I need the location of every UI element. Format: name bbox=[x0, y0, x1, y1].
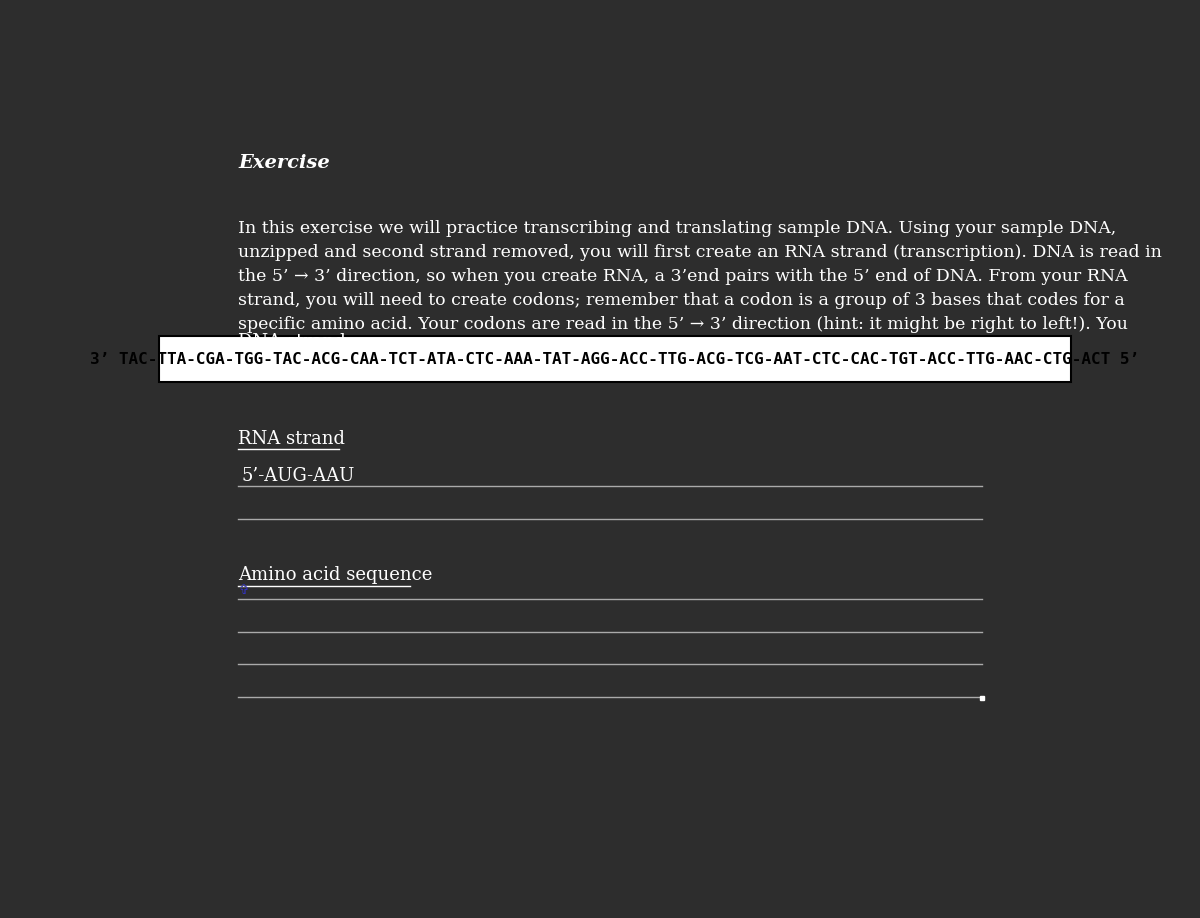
Text: Amino acid sequence: Amino acid sequence bbox=[239, 566, 433, 584]
Text: 3’ TAC-TTA-CGA-TGG-TAC-ACG-CAA-TCT-ATA-CTC-AAA-TAT-AGG-ACC-TTG-ACG-TCG-AAT-CTC-C: 3’ TAC-TTA-CGA-TGG-TAC-ACG-CAA-TCT-ATA-C… bbox=[90, 352, 1140, 367]
Text: DNA strand: DNA strand bbox=[239, 333, 347, 351]
Text: In this exercise we will practice transcribing and translating sample DNA. Using: In this exercise we will practice transc… bbox=[239, 219, 1163, 357]
Text: ✞: ✞ bbox=[239, 584, 248, 597]
FancyBboxPatch shape bbox=[160, 336, 1070, 382]
Text: RNA strand: RNA strand bbox=[239, 430, 346, 448]
Text: 5’-AUG-AAU: 5’-AUG-AAU bbox=[241, 467, 354, 485]
Text: Exercise: Exercise bbox=[239, 154, 330, 172]
